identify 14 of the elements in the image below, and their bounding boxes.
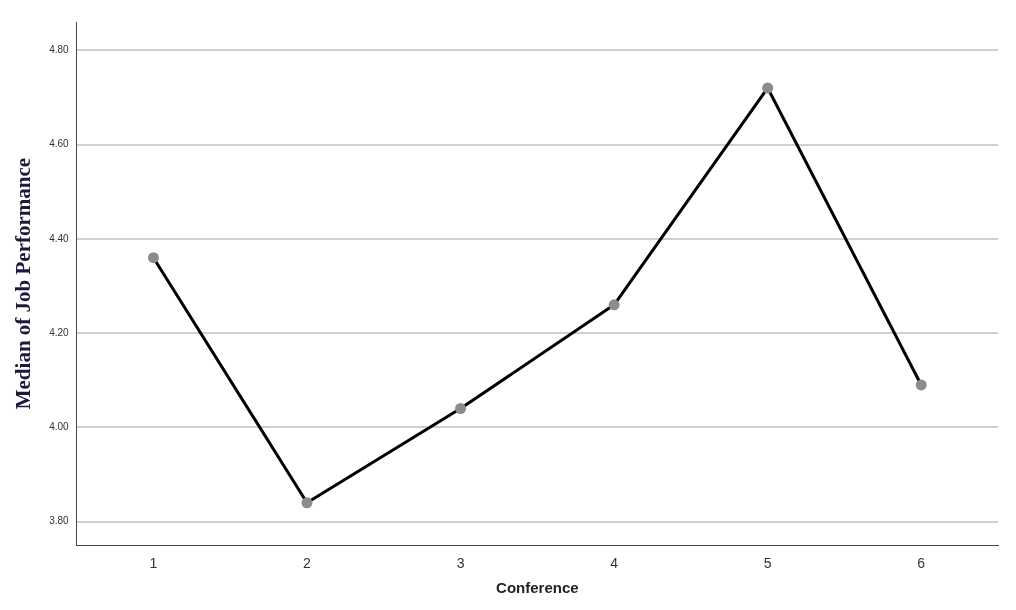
x-tick-label: 6 (917, 555, 926, 572)
y-tick-label: 4.80 (49, 44, 70, 56)
x-tick-label: 3 (456, 555, 465, 572)
y-tick-label: 4.20 (49, 326, 70, 338)
x-tick-label: 2 (303, 555, 312, 572)
x-tick-label: 1 (149, 555, 158, 572)
x-tick-label: 5 (763, 555, 772, 572)
y-axis-title: Median of Job Performance (11, 157, 36, 410)
y-tick-label: 3.80 (49, 515, 70, 527)
x-tick-label: 4 (610, 555, 619, 572)
y-tick-label: 4.40 (49, 232, 70, 244)
x-axis-title: Conference (496, 579, 579, 597)
y-tick-label: 4.00 (49, 421, 70, 433)
y-tick-label: 4.60 (49, 138, 70, 150)
